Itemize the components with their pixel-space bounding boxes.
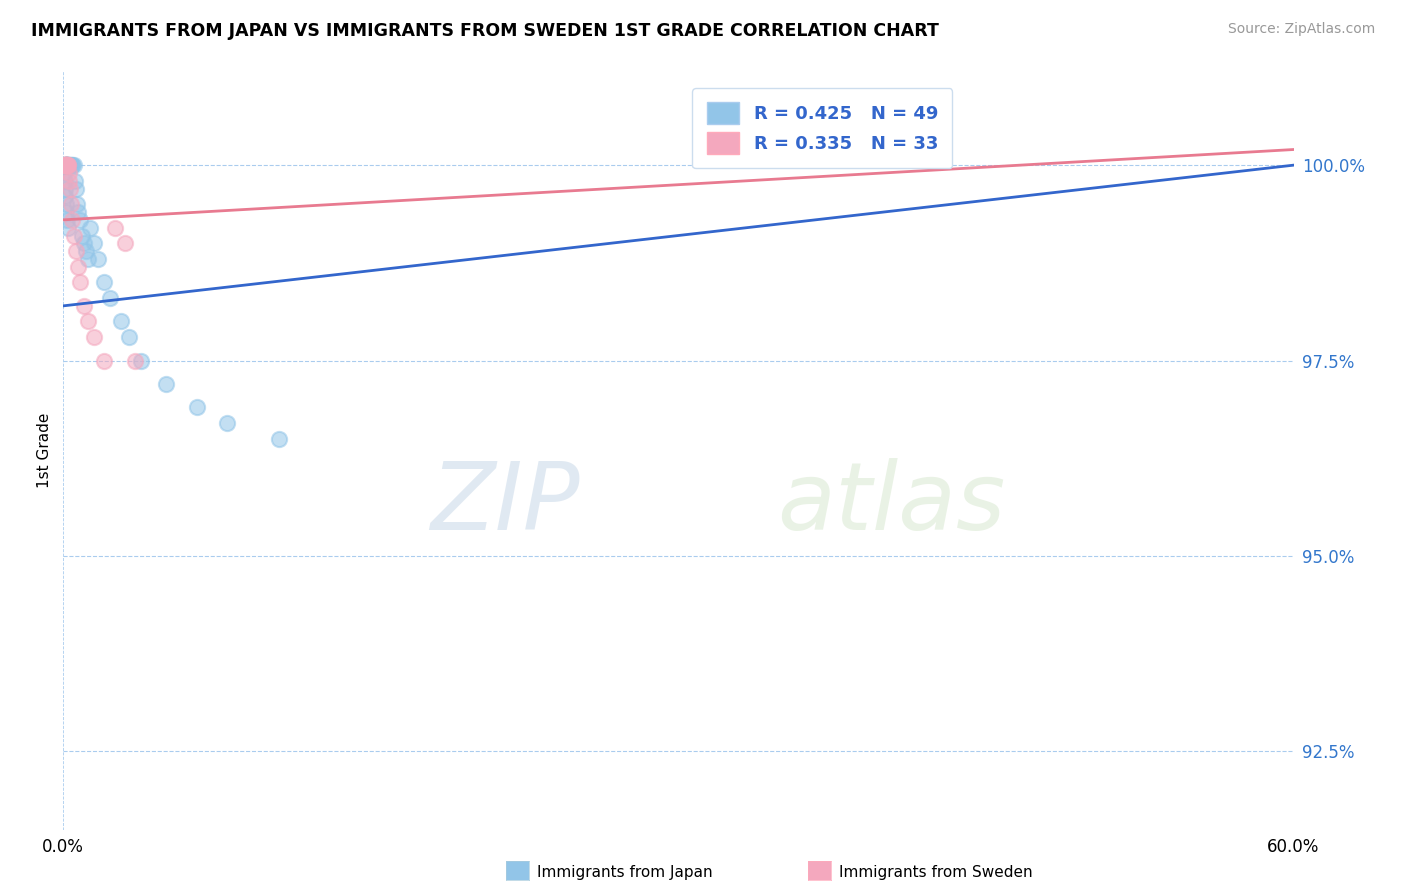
Point	[62, 158, 84, 172]
Point	[56, 158, 79, 172]
Point	[69, 276, 91, 290]
Point	[53, 174, 76, 188]
Point	[66, 205, 89, 219]
Point	[100, 291, 122, 305]
Point	[73, 236, 96, 251]
Point	[114, 236, 136, 251]
Point	[55, 158, 77, 172]
Point	[267, 432, 290, 446]
Point	[129, 353, 152, 368]
Legend: R = 0.425   N = 49, R = 0.335   N = 33: R = 0.425 N = 49, R = 0.335 N = 33	[692, 88, 952, 168]
Text: Source: ZipAtlas.com: Source: ZipAtlas.com	[1227, 22, 1375, 37]
Point	[60, 197, 83, 211]
Point	[65, 181, 87, 195]
Point	[59, 181, 82, 195]
Point	[93, 276, 115, 290]
Point	[62, 212, 84, 227]
Point	[58, 174, 80, 188]
Text: atlas: atlas	[776, 458, 1005, 549]
Point	[55, 158, 77, 172]
Point	[69, 212, 91, 227]
Point	[76, 314, 98, 328]
Point	[65, 244, 87, 259]
Point	[56, 158, 79, 172]
Y-axis label: 1st Grade: 1st Grade	[37, 413, 52, 488]
Point	[58, 220, 80, 235]
Point	[83, 330, 105, 344]
Point	[53, 189, 76, 203]
Point	[62, 158, 84, 172]
Point	[103, 220, 125, 235]
Point	[53, 158, 76, 172]
Point	[53, 158, 76, 172]
Point	[186, 401, 208, 415]
Point	[87, 252, 110, 266]
Point	[93, 353, 115, 368]
Point	[58, 158, 80, 172]
Point	[55, 197, 77, 211]
Point	[56, 212, 79, 227]
Point	[53, 158, 76, 172]
Point	[63, 174, 86, 188]
Point	[60, 158, 83, 172]
Point	[124, 353, 146, 368]
Point	[58, 166, 80, 180]
Point	[58, 158, 80, 172]
Point	[53, 181, 76, 195]
Point	[55, 158, 77, 172]
Point	[55, 205, 77, 219]
Point	[55, 158, 77, 172]
Point	[76, 252, 98, 266]
Point	[53, 158, 76, 172]
Point	[56, 158, 79, 172]
Text: Immigrants from Sweden: Immigrants from Sweden	[839, 865, 1033, 880]
Point	[62, 228, 84, 243]
Point	[58, 158, 80, 172]
Point	[56, 158, 79, 172]
Point	[53, 158, 76, 172]
Text: IMMIGRANTS FROM JAPAN VS IMMIGRANTS FROM SWEDEN 1ST GRADE CORRELATION CHART: IMMIGRANTS FROM JAPAN VS IMMIGRANTS FROM…	[31, 22, 939, 40]
Point	[55, 158, 77, 172]
Text: Immigrants from Japan: Immigrants from Japan	[537, 865, 713, 880]
Point	[55, 158, 77, 172]
Point	[55, 158, 77, 172]
Point	[83, 236, 105, 251]
Point	[55, 158, 77, 172]
Point	[55, 158, 77, 172]
Point	[56, 158, 79, 172]
Point	[75, 244, 97, 259]
Point	[155, 377, 177, 392]
Point	[110, 314, 132, 328]
Point	[70, 228, 93, 243]
Point	[65, 197, 87, 211]
Point	[53, 158, 76, 172]
Point	[53, 166, 76, 180]
Point	[55, 158, 77, 172]
Point	[217, 416, 239, 430]
Point	[60, 158, 83, 172]
Point	[55, 158, 77, 172]
Point	[55, 158, 77, 172]
Point	[73, 299, 96, 313]
Point	[56, 158, 79, 172]
Point	[79, 220, 101, 235]
Point	[55, 158, 77, 172]
Point	[53, 158, 76, 172]
Point	[53, 158, 76, 172]
Point	[53, 158, 76, 172]
Point	[58, 158, 80, 172]
Point	[118, 330, 141, 344]
Point	[66, 260, 89, 274]
Text: ZIP: ZIP	[430, 458, 579, 549]
Point	[59, 158, 82, 172]
